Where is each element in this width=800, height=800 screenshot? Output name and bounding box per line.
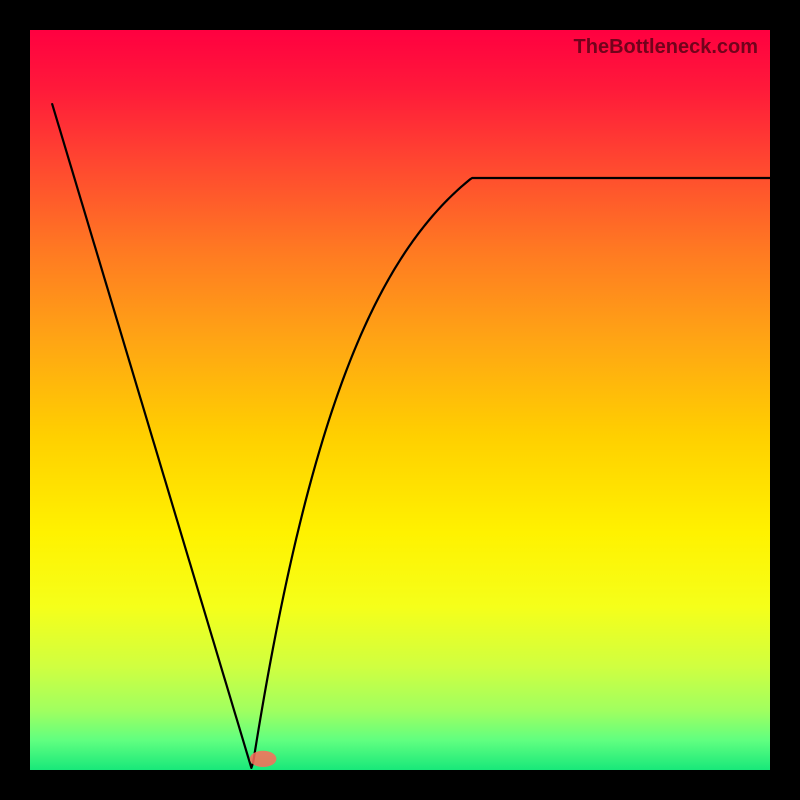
chart-frame: TheBottleneck.com xyxy=(0,0,800,800)
optimal-point-marker xyxy=(250,751,277,767)
watermark-text: TheBottleneck.com xyxy=(574,36,758,59)
bottleneck-chart xyxy=(30,30,770,770)
plot-area: TheBottleneck.com xyxy=(30,30,770,770)
